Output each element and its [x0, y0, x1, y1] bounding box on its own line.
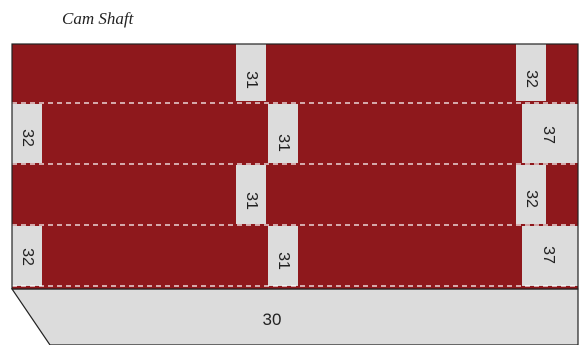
- segment-row1-a-label: 31: [243, 71, 260, 89]
- segment-row4-a: [12, 226, 42, 286]
- segment-row2-b: [268, 104, 298, 163]
- base-plate: [10, 288, 579, 345]
- segment-row1-a: [236, 44, 266, 101]
- segment-row3-b: [516, 165, 546, 224]
- segment-row4-b-label: 31: [275, 252, 292, 270]
- row-1: 31 32: [236, 44, 546, 101]
- segment-row4-a-label: 32: [19, 248, 36, 266]
- segment-row2-c-label: 37: [540, 126, 557, 144]
- row-3: 31 32: [236, 165, 546, 224]
- base-label: 30: [263, 310, 282, 329]
- segment-row4-b: [268, 226, 298, 286]
- row-4: 32 31 37: [12, 226, 578, 286]
- segment-row2-a: [12, 104, 42, 163]
- segment-row2-c: [522, 104, 578, 163]
- row-2: 32 31 37: [12, 104, 578, 163]
- segment-row3-a: [236, 165, 266, 224]
- segment-row2-b-label: 31: [275, 134, 292, 152]
- segment-row4-c: [522, 226, 578, 286]
- segment-row4-c-label: 37: [540, 246, 557, 264]
- segment-row2-a-label: 32: [19, 129, 36, 147]
- segment-row1-b: [516, 44, 546, 101]
- diagram-title: Cam Shaft: [62, 9, 134, 28]
- segment-row3-a-label: 31: [243, 192, 260, 210]
- shaft-outline: [11, 43, 579, 290]
- segment-row1-b-label: 32: [523, 70, 540, 88]
- segment-row3-b-label: 32: [523, 190, 540, 208]
